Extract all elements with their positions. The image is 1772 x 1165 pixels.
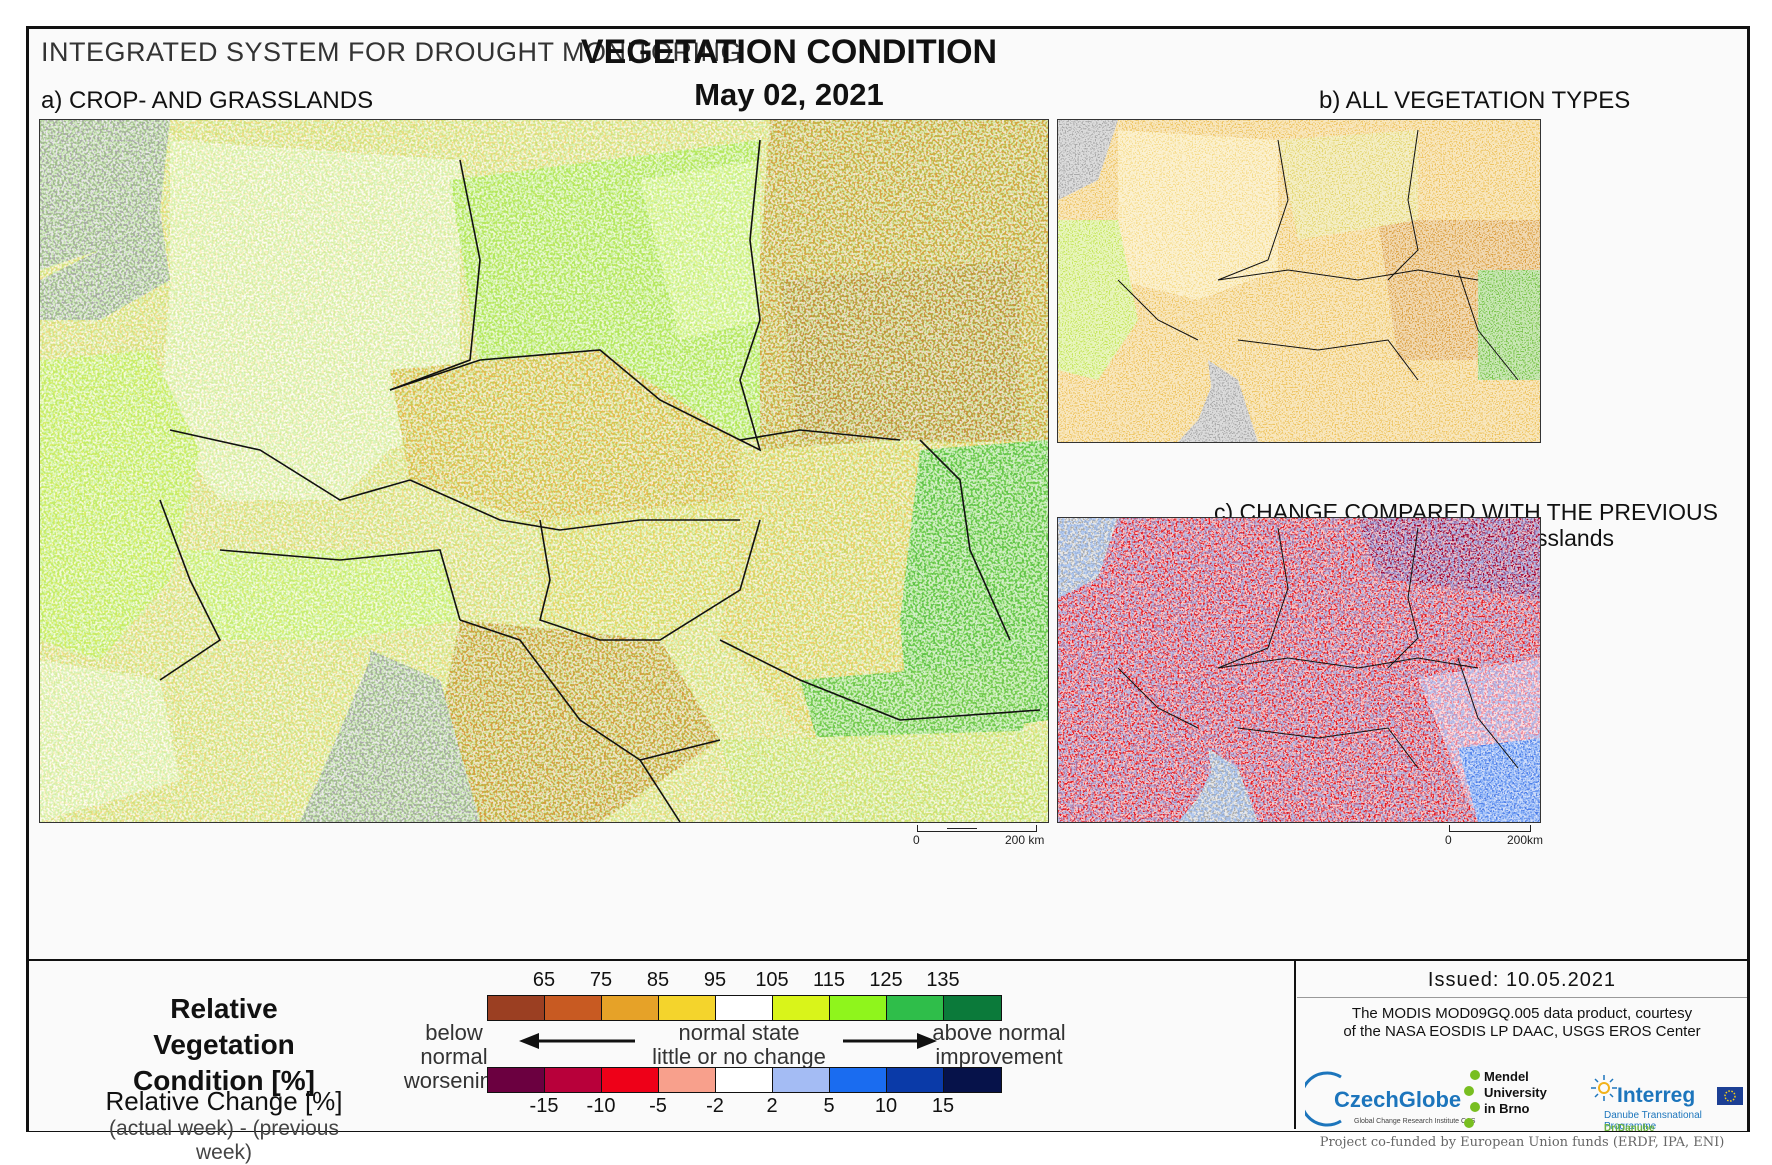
panel-b-label: b) ALL VEGETATION TYPES: [1319, 87, 1631, 114]
below-normal-text: below normal: [420, 1020, 488, 1069]
eu-flag-icon: [1717, 1087, 1743, 1105]
rc-color-swatch: [887, 1068, 944, 1092]
rvc-ticks: 65 75 85 95 105 115 125 135: [487, 969, 1007, 993]
rvc-color-swatch: [602, 996, 659, 1020]
scalebar-b-max: 200km: [1507, 833, 1544, 847]
panel-a-label: a) CROP- AND GRASSLANDS: [41, 87, 374, 114]
rvc-color-swatch: [488, 996, 545, 1020]
cofunding-note: Project co-funded by European Union fund…: [1319, 1135, 1725, 1150]
issued-date: Issued: 10.05.2021: [1427, 969, 1617, 991]
map-b-svg: [1058, 120, 1540, 442]
rvc-color-swatch: [887, 996, 944, 1020]
rc-color-swatch: [830, 1068, 887, 1092]
legend-rc-subtitle: (actual week) - (previous week): [109, 1117, 339, 1164]
mendel-line-3: in Brno: [1484, 1101, 1530, 1116]
rc-tick: -5: [649, 1095, 667, 1117]
rc-tick: 2: [766, 1095, 778, 1117]
interreg-sun-icon: [1591, 1075, 1617, 1101]
rvc-tick: 105: [755, 969, 789, 991]
rc-colorbar: [487, 1067, 1002, 1093]
above-normal-text: above normal: [932, 1020, 1066, 1045]
interreg-logo: Interreg: [1617, 1084, 1696, 1107]
map-all-vegetation: [1057, 119, 1541, 443]
rc-color-swatch: [773, 1068, 830, 1092]
mendel-line-2: University: [1484, 1085, 1547, 1100]
label-above-normal: above normal improvement: [929, 1021, 1069, 1069]
arrow-right-icon: [843, 1033, 937, 1049]
scalebar-b-zero: 0: [1445, 833, 1452, 847]
map-crop-grasslands: [39, 119, 1049, 823]
legend: Relative Vegetation Condition [%] Relati…: [29, 959, 1747, 1164]
legend-rvc-title: Relative Vegetation Condition [%]: [133, 993, 315, 1096]
figure-frame: INTEGRATED SYSTEM FOR DROUGHT MONITORING…: [26, 26, 1750, 1164]
scalebar-a: 0 200 km: [905, 825, 1055, 849]
rvc-tick: 125: [869, 969, 903, 991]
issued-divider: [1297, 997, 1747, 998]
rvc-color-swatch: [944, 996, 1001, 1020]
rvc-color-swatch: [716, 996, 773, 1020]
map-a-svg: [40, 120, 1048, 822]
czechglobe-logo-icon: [1305, 1071, 1342, 1127]
legend-rc-title: Relative Change [%]: [105, 1086, 343, 1116]
rc-color-swatch: [716, 1068, 773, 1092]
dridanube-label: DriDanube: [1604, 1123, 1655, 1134]
label-normal-state: normal state little or no change: [639, 1021, 839, 1069]
mendel-logo: Mendel University in Brno: [1484, 1069, 1547, 1117]
rvc-tick: 65: [532, 969, 556, 991]
rvc-color-swatch: [773, 996, 830, 1020]
rvc-colorbar: [487, 995, 1002, 1021]
scalebar-a-max: 200 km: [1005, 833, 1045, 847]
rc-color-swatch: [602, 1068, 659, 1092]
rvc-tick: 75: [589, 969, 613, 991]
no-change-text: little or no change: [652, 1044, 826, 1069]
credit-line-1: The MODIS MOD09GQ.005 data product, cour…: [1351, 1005, 1693, 1022]
scalebar-b: 0 200km: [1441, 825, 1551, 849]
rvc-tick: 85: [646, 969, 670, 991]
rc-tick: 5: [823, 1095, 835, 1117]
rc-tick: -10: [586, 1095, 616, 1117]
rc-color-swatch: [944, 1068, 1001, 1092]
figure-date: May 02, 2021: [694, 77, 884, 112]
credit-line-2: of the NASA EOSDIS LP DAAC, USGS EROS Ce…: [1343, 1023, 1701, 1040]
rc-tick: -15: [529, 1095, 559, 1117]
interreg-programme: Danube Transnational Programme: [1604, 1110, 1702, 1132]
rc-tick: 15: [931, 1095, 955, 1117]
rvc-tick: 135: [926, 969, 960, 991]
rc-tick: -2: [706, 1095, 724, 1117]
map-weekly-change: [1057, 517, 1541, 823]
map-c-svg: [1058, 518, 1540, 822]
rc-color-swatch: [545, 1068, 602, 1092]
footer-separator: [1294, 959, 1296, 1129]
rvc-color-swatch: [545, 996, 602, 1020]
improvement-text: improvement: [935, 1044, 1063, 1069]
rvc-tick: 95: [703, 969, 727, 991]
arrow-left-icon: [519, 1033, 635, 1049]
rvc-color-swatch: [830, 996, 887, 1020]
data-credit: The MODIS MOD09GQ.005 data product, cour…: [1297, 1005, 1747, 1041]
rc-color-swatch: [488, 1068, 545, 1092]
legend-arrows: [519, 1033, 937, 1049]
normal-state-text: normal state: [678, 1020, 800, 1045]
rc-tick: 10: [874, 1095, 898, 1117]
mendel-logo-icon: [1464, 1070, 1480, 1128]
system-name: INTEGRATED SYSTEM FOR DROUGHT MONITORING: [41, 37, 743, 67]
rc-ticks: -15 -10 -5 -2 2 5 10 15: [487, 1095, 1007, 1119]
figure-title: VEGETATION CONDITION: [580, 33, 998, 71]
czechglobe-logo: CzechGlobe: [1334, 1087, 1462, 1112]
rvc-tick: 115: [813, 969, 845, 991]
rc-color-swatch: [659, 1068, 716, 1092]
czechglobe-subtitle: Global Change Research Institute CAS: [1354, 1118, 1476, 1125]
mendel-line-1: Mendel: [1484, 1069, 1529, 1084]
scalebar-a-zero: 0: [913, 833, 920, 847]
rvc-color-swatch: [659, 996, 716, 1020]
